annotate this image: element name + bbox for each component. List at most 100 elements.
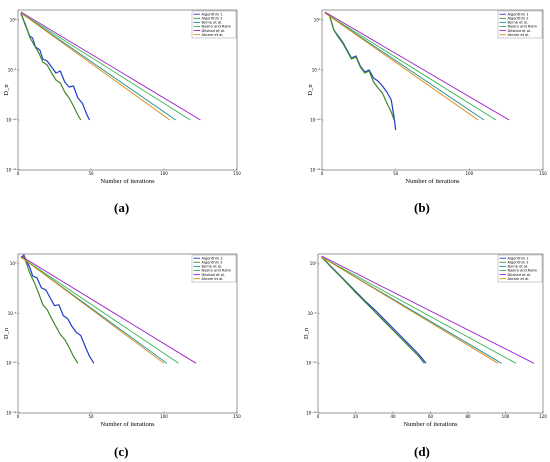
series-line-algorithm-2 <box>20 13 82 121</box>
x-axis-label: Number of iterations <box>100 421 155 428</box>
legend-label: Byrne et al. <box>202 265 223 269</box>
chart-d-svg: 0 20 40 60 80 100 120 10⁰ 10⁻⁵ 10⁻¹⁰ 10⁻¹⁵ Number o… <box>303 253 547 428</box>
legend-label: Akram et al. <box>508 277 530 281</box>
legend-label: Dilshad et al. <box>508 29 532 33</box>
y-axis-label: D_n <box>303 327 310 339</box>
legend-label: Dilshad et al. <box>202 273 226 277</box>
y-axis-label: D_n <box>3 327 10 339</box>
y-tick-label: 10⁰ <box>10 17 17 22</box>
y-tick-label: 10⁰ <box>10 261 17 266</box>
series-line-akram-et-al- <box>321 256 499 364</box>
legend-label: Nasiro and Rahn <box>202 269 232 273</box>
x-tick-label: 40 <box>390 414 396 419</box>
y-tick-label: 10⁻⁵ <box>308 311 317 316</box>
legend-label: Dilshad et al. <box>202 29 226 33</box>
legend-label: Algorithm 1 <box>508 12 529 16</box>
series-line-algorithm-1 <box>324 12 397 131</box>
caption-d: (d) <box>414 444 430 459</box>
y-tick-label: 10⁻¹⁵ <box>6 410 17 415</box>
series-line-algorithm-1 <box>20 12 91 121</box>
y-tick-label: 10⁻¹⁰ <box>6 361 17 366</box>
x-tick-label: 150 <box>539 171 547 176</box>
legend-label: Nasiro and Rahn <box>508 25 538 29</box>
series-line-akram-et-al- <box>20 256 165 364</box>
series-line-dilshad-et-al- <box>321 255 535 364</box>
series-line-dilshad-et-al- <box>20 11 201 121</box>
chart-c-svg: 0 50 100 150 10⁰ 10⁻⁵ 10⁻¹⁰ 10⁻¹⁵ Number of iter… <box>3 253 241 428</box>
plot-frame <box>17 9 238 171</box>
y-tick-label: 10⁻¹⁵ <box>310 167 321 172</box>
series-line-nasiro-and-rahn <box>20 12 191 121</box>
series-line-dilshad-et-al- <box>20 255 197 364</box>
legend-label: Algorithm 2 <box>202 261 223 265</box>
y-axis-label: D_n <box>3 84 10 96</box>
series-line-nasiro-and-rahn <box>324 12 497 121</box>
y-tick-label: 10⁰ <box>314 17 321 22</box>
y-tick-label: 10⁻⁵ <box>8 67 17 72</box>
series-line-algorithm-1 <box>20 254 95 364</box>
legend-label: Akram et al. <box>202 33 224 37</box>
y-axis-label: D_n <box>307 84 314 96</box>
legend-label: Algorithm 1 <box>202 256 223 260</box>
x-tick-label: 50 <box>393 171 399 176</box>
legend-label: Akram et al. <box>202 277 224 281</box>
series-line-byrne-et-al- <box>20 12 176 121</box>
x-tick-label: 100 <box>160 171 168 176</box>
x-tick-label: 50 <box>88 414 94 419</box>
x-tick-label: 0 <box>321 171 324 176</box>
legend-label: Algorithm 2 <box>202 17 223 21</box>
legend-label: Algorithm 1 <box>508 256 529 260</box>
x-tick-label: 0 <box>17 171 20 176</box>
x-tick-label: 100 <box>502 414 510 419</box>
x-tick-label: 150 <box>233 171 241 176</box>
x-axis-label: Number of iterations <box>405 178 460 185</box>
series-line-algorithm-2 <box>20 255 79 364</box>
y-tick-label: 10⁻¹⁵ <box>6 167 17 172</box>
legend-label: Byrne et al. <box>202 21 223 25</box>
series-line-nasiro-and-rahn <box>20 256 179 364</box>
caption-b: (b) <box>414 200 430 215</box>
x-tick-label: 100 <box>466 171 474 176</box>
chart-b-svg: 0 50 100 150 10⁰ 10⁻⁵ 10⁻¹⁰ 10⁻¹⁵ Number of iter… <box>307 9 547 185</box>
plot-frame <box>17 253 238 414</box>
series-line-akram-et-al- <box>324 12 479 121</box>
x-tick-label: 20 <box>353 414 359 419</box>
y-tick-label: 10⁻¹⁰ <box>306 361 317 366</box>
x-tick-label: 120 <box>539 414 547 419</box>
x-tick-label: 100 <box>160 414 168 419</box>
series-line-byrne-et-al- <box>324 12 485 121</box>
legend-label: Algorithm 2 <box>508 17 529 21</box>
legend-label: Nasiro and Rahn <box>508 269 538 273</box>
chart-panel-a: 0 50 100 150 10⁰ 10⁻⁵ 10⁻¹⁰ 10⁻¹⁵ Number of iter… <box>0 0 275 200</box>
x-tick-label: 60 <box>428 414 434 419</box>
y-tick-label: 10⁰ <box>310 261 317 266</box>
x-tick-label: 150 <box>233 414 241 419</box>
legend-label: Byrne et al. <box>508 21 529 25</box>
chart-panel-c: 0 50 100 150 10⁰ 10⁻⁵ 10⁻¹⁰ 10⁻¹⁵ Number of iter… <box>0 238 275 438</box>
caption-a: (a) <box>114 200 130 215</box>
chart-panel-d: 0 20 40 60 80 100 120 10⁰ 10⁻⁵ 10⁻¹⁰ 10⁻¹⁵ Number o… <box>275 238 550 438</box>
x-tick-label: 80 <box>465 414 471 419</box>
series-line-nasiro-and-rahn <box>321 256 517 364</box>
x-axis-label: Number of iterations <box>100 178 155 185</box>
y-tick-label: 10⁻¹⁰ <box>6 117 17 122</box>
y-tick-label: 10⁻⁵ <box>8 311 17 316</box>
chart-panel-b: 0 50 100 150 10⁰ 10⁻⁵ 10⁻¹⁰ 10⁻¹⁵ Number of iter… <box>275 0 550 200</box>
series-line-akram-et-al- <box>20 12 171 121</box>
chart-a-svg: 0 50 100 150 10⁰ 10⁻⁵ 10⁻¹⁰ 10⁻¹⁵ Number of iter… <box>3 9 241 185</box>
legend-label: Dilshad et al. <box>508 273 532 277</box>
series-line-algorithm-2 <box>324 12 395 121</box>
legend-label: Nasiro and Rahn <box>202 25 232 29</box>
series-line-algorithm-2 <box>321 256 425 364</box>
y-tick-label: 10⁻¹⁵ <box>306 410 317 415</box>
legend-label: Byrne et al. <box>508 265 529 269</box>
caption-c: (c) <box>114 444 129 459</box>
x-tick-label: 0 <box>17 414 20 419</box>
x-tick-label: 50 <box>88 171 94 176</box>
legend-label: Akram et al. <box>508 33 530 37</box>
series-line-dilshad-et-al- <box>324 11 510 121</box>
legend-label: Algorithm 2 <box>508 261 529 265</box>
